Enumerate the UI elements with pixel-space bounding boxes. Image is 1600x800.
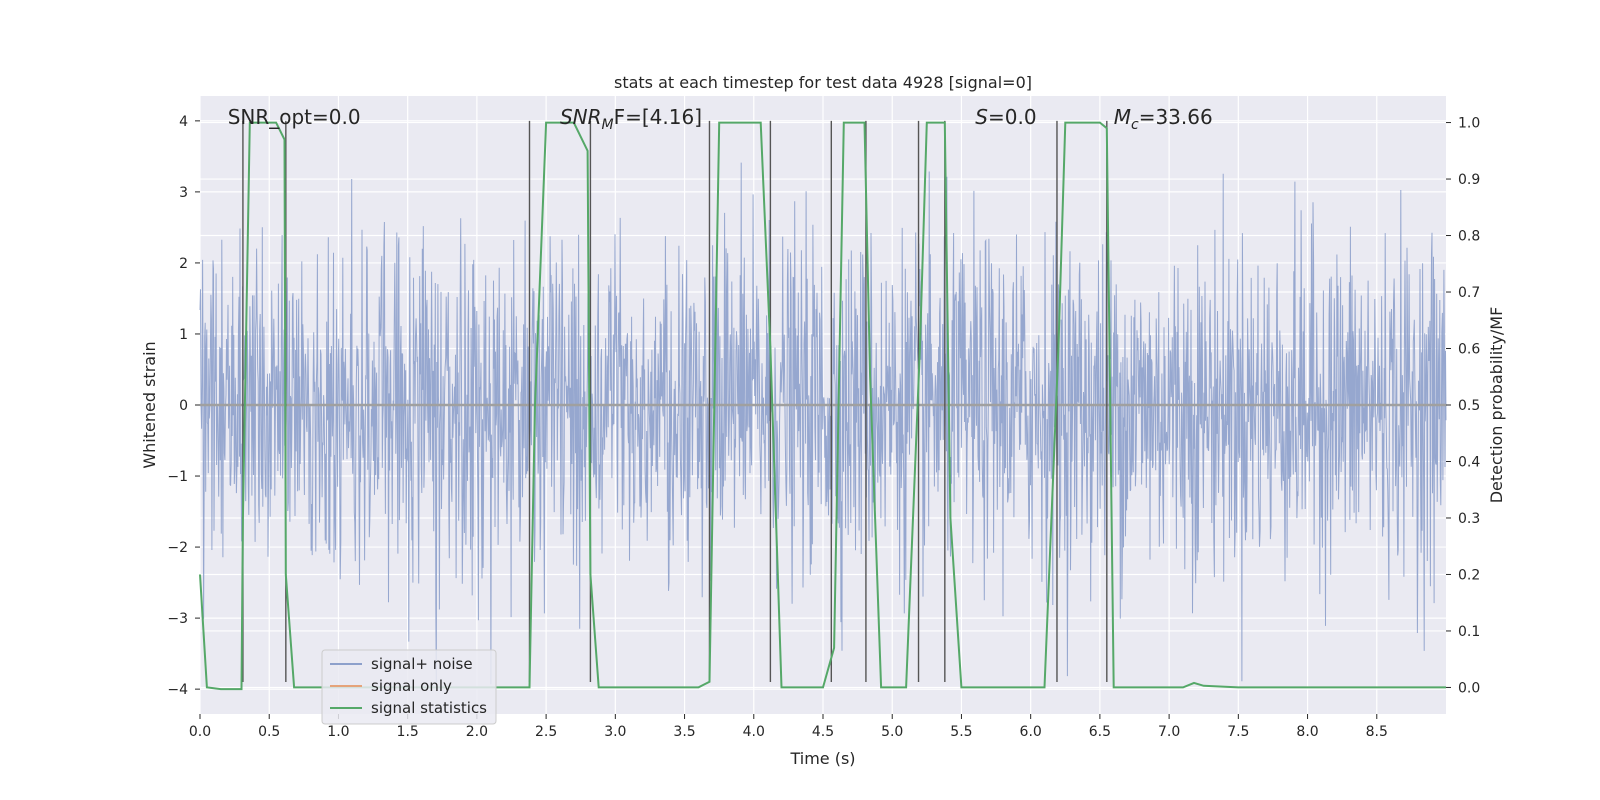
x-tick-label-10: 5.0 (881, 724, 903, 740)
y2-tick-label-10: 0.0 (1458, 680, 1480, 696)
y2-axis-ticks: 1.0 0.9 0.8 0.7 0.6 0.5 0.4 0.3 0.2 0.1 0.0 (1446, 116, 1480, 696)
annotation-3: Mc=33.66 (1114, 105, 1213, 133)
y2-tick-label-1: 0.9 (1458, 172, 1480, 188)
y2-axis-title: Detection probability/MF (1487, 307, 1506, 504)
x-tick-label-6: 3.0 (604, 724, 626, 740)
y-tick-label-5: −1 (167, 469, 188, 485)
y-tick-label-7: −3 (167, 611, 188, 627)
legend: signal+ noise signal only signal statist… (321, 649, 497, 725)
y-tick-label-8: −4 (167, 682, 188, 698)
y2-tick-label-7: 0.3 (1458, 511, 1480, 527)
x-tick-label-1: 0.5 (258, 724, 280, 740)
y-tick-label-3: 1 (179, 327, 188, 343)
legend-label-statistics: signal statistics (371, 699, 487, 717)
annotation-2: S=0.0 (975, 105, 1036, 129)
y-tick-label-0: 4 (179, 114, 188, 130)
y-tick-label-2: 2 (179, 256, 188, 272)
y-tick-label-6: −2 (167, 540, 188, 556)
x-tick-label-8: 4.0 (743, 724, 765, 740)
signal-statistics-series (199, 121, 1446, 691)
y2-tick-label-3: 0.7 (1458, 285, 1480, 301)
x-tick-label-7: 3.5 (673, 724, 695, 740)
y2-tick-label-9: 0.1 (1458, 624, 1480, 640)
y-tick-label-4: 0 (179, 398, 188, 414)
signal-statistics-line (199, 121, 1446, 691)
x-tick-label-2: 1.0 (327, 724, 349, 740)
x-axis-ticks: 0.0 0.5 1.0 1.5 2.0 2.5 3.0 3.5 4.0 4.5 5.0 5.5 6.0 6… (189, 714, 1388, 740)
x-tick-label-11: 5.5 (950, 724, 972, 740)
annotation-1: SNRMF=[4.16] (560, 105, 702, 133)
x-tick-label-12: 6.0 (1020, 724, 1042, 740)
x-tick-label-17: 8.5 (1366, 724, 1388, 740)
x-tick-label-4: 2.0 (466, 724, 488, 740)
x-tick-label-14: 7.0 (1158, 724, 1180, 740)
y2-tick-label-4: 0.6 (1458, 342, 1480, 358)
y-axis-title: Whitened strain (140, 341, 159, 468)
legend-label-signal-only: signal only (371, 677, 452, 695)
legend-box (321, 649, 497, 725)
legend-label-noise: signal+ noise (371, 655, 473, 673)
x-axis-title: Time (s) (789, 749, 855, 768)
x-tick-label-16: 8.0 (1296, 724, 1318, 740)
y2-tick-label-5: 0.5 (1458, 398, 1480, 414)
y-tick-label-1: 3 (179, 185, 188, 201)
signal-noise-line (199, 162, 1447, 685)
x-tick-label-0: 0.0 (189, 724, 211, 740)
x-tick-label-13: 6.5 (1089, 724, 1111, 740)
chart-title: stats at each timestep for test data 492… (614, 73, 1032, 92)
x-tick-label-5: 2.5 (535, 724, 557, 740)
annotations: SNR_opt=0.0 SNRMF=[4.16] S=0.0 Mc=33.66 (228, 105, 1213, 133)
annotation-0: SNR_opt=0.0 (228, 105, 361, 129)
x-tick-label-15: 7.5 (1227, 724, 1249, 740)
y2-tick-label-2: 0.8 (1458, 229, 1480, 245)
x-tick-label-9: 4.5 (812, 724, 834, 740)
y2-tick-label-8: 0.2 (1458, 567, 1480, 583)
y-axis-ticks: 4 3 2 1 0 −1 −2 −3 −4 (167, 114, 200, 698)
x-tick-label-3: 1.5 (397, 724, 419, 740)
signal-noise-series (199, 162, 1447, 685)
y2-tick-label-6: 0.4 (1458, 454, 1480, 470)
y2-tick-label-0: 1.0 (1458, 116, 1480, 132)
